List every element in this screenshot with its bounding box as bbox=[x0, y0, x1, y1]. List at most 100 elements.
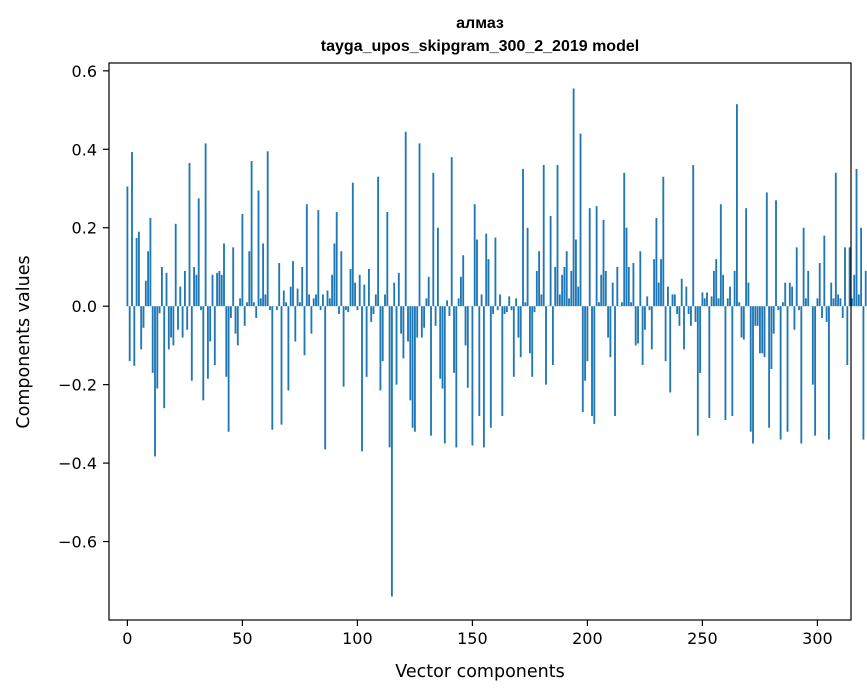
bar bbox=[319, 306, 322, 311]
bar bbox=[837, 294, 840, 307]
bar bbox=[510, 306, 513, 311]
bar bbox=[211, 274, 214, 307]
bar bbox=[464, 306, 467, 346]
y-axis-label: Components values bbox=[14, 255, 34, 428]
bar bbox=[303, 306, 306, 356]
bar bbox=[344, 306, 347, 311]
bar bbox=[450, 157, 453, 307]
bar bbox=[623, 172, 626, 307]
bar bbox=[687, 306, 690, 315]
bar bbox=[496, 306, 499, 311]
bar bbox=[174, 223, 177, 307]
bar bbox=[667, 286, 669, 307]
x-tick-label: 0 bbox=[122, 629, 132, 648]
bar bbox=[551, 306, 554, 366]
bar bbox=[349, 268, 352, 307]
bar bbox=[411, 306, 414, 428]
bar bbox=[549, 215, 552, 307]
bar bbox=[860, 227, 863, 307]
bar bbox=[418, 143, 421, 307]
bar bbox=[811, 306, 814, 385]
bar bbox=[821, 306, 823, 318]
bar bbox=[259, 298, 262, 307]
bar bbox=[581, 306, 584, 413]
bar bbox=[545, 306, 547, 385]
bar bbox=[540, 294, 543, 307]
bar bbox=[706, 292, 708, 307]
bar bbox=[149, 217, 152, 307]
bar bbox=[446, 300, 449, 307]
bar bbox=[834, 172, 837, 307]
bar bbox=[252, 302, 255, 307]
bar bbox=[522, 168, 524, 307]
bar bbox=[503, 306, 506, 315]
bar bbox=[436, 227, 439, 307]
bar bbox=[400, 306, 403, 334]
bar bbox=[370, 306, 373, 322]
bar bbox=[646, 296, 649, 307]
bar bbox=[234, 306, 237, 334]
bar bbox=[301, 266, 304, 307]
bar bbox=[282, 290, 285, 307]
bar bbox=[524, 302, 527, 307]
y-axis: −0.6 −0.4 −0.2 0.0 0.2 0.4 0.6 bbox=[58, 62, 109, 552]
bars bbox=[126, 88, 867, 597]
bar bbox=[140, 306, 143, 350]
bar bbox=[779, 306, 782, 440]
bar bbox=[832, 298, 835, 307]
bar bbox=[574, 239, 577, 307]
bar bbox=[200, 306, 202, 311]
bar bbox=[761, 306, 764, 354]
bar bbox=[641, 306, 644, 366]
bar bbox=[588, 208, 591, 307]
bar bbox=[844, 247, 846, 307]
bar bbox=[864, 270, 867, 307]
x-tick-label: 50 bbox=[232, 629, 252, 648]
bar bbox=[289, 286, 292, 307]
bar bbox=[828, 306, 830, 440]
bar bbox=[595, 206, 598, 307]
bar bbox=[183, 270, 186, 307]
bar bbox=[409, 306, 412, 401]
bar bbox=[508, 296, 511, 307]
bar bbox=[365, 306, 368, 377]
bar bbox=[673, 294, 676, 307]
bar bbox=[579, 133, 582, 307]
bar bbox=[671, 294, 674, 307]
bar bbox=[473, 204, 476, 307]
bar bbox=[434, 306, 437, 326]
bar bbox=[275, 306, 278, 311]
bar bbox=[798, 306, 800, 311]
bar bbox=[487, 259, 490, 307]
bar bbox=[312, 298, 315, 307]
bar bbox=[839, 298, 842, 307]
bar bbox=[126, 186, 129, 307]
bar bbox=[694, 306, 697, 322]
bar bbox=[731, 306, 734, 417]
bar bbox=[209, 306, 212, 342]
bar bbox=[462, 255, 465, 307]
bar bbox=[133, 306, 136, 366]
bar bbox=[611, 282, 614, 307]
bar bbox=[202, 306, 205, 401]
bar bbox=[404, 131, 407, 307]
bar bbox=[402, 306, 405, 359]
bar bbox=[848, 247, 851, 307]
bar bbox=[188, 163, 191, 307]
bar bbox=[708, 306, 711, 418]
y-tick-label: 0.4 bbox=[72, 140, 97, 159]
bar bbox=[680, 278, 683, 307]
bar bbox=[478, 306, 481, 417]
bar bbox=[381, 306, 384, 362]
bar bbox=[745, 208, 748, 307]
bar bbox=[816, 298, 819, 307]
bar bbox=[517, 306, 520, 338]
bar bbox=[354, 282, 357, 307]
bar bbox=[250, 161, 253, 307]
bar bbox=[584, 306, 587, 381]
bar bbox=[825, 306, 828, 322]
y-tick-label: −0.2 bbox=[58, 376, 97, 395]
bar bbox=[542, 164, 545, 307]
bar bbox=[563, 266, 566, 307]
bar bbox=[384, 294, 386, 307]
